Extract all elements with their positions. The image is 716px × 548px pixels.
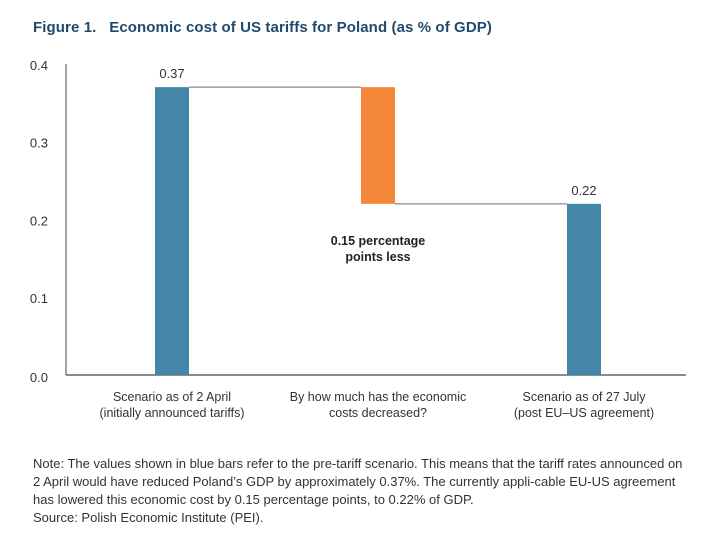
bar [361, 87, 395, 204]
x-category-label: Scenario as of 2 April [113, 390, 231, 404]
x-category-label: (initially announced tariffs) [100, 406, 245, 420]
figure-title: Figure 1. Economic cost of US tariffs fo… [33, 19, 492, 36]
difference-annotation: points less [345, 250, 410, 264]
bar [155, 87, 189, 375]
y-tick-label: 0.1 [30, 291, 48, 306]
y-tick-label: 0.2 [30, 213, 48, 228]
figure-source: Source: Polish Economic Institute (PEI). [33, 510, 264, 525]
bar-value-label: 0.22 [571, 183, 596, 198]
x-category-label: By how much has the economic [290, 390, 466, 404]
waterfall-chart: 0.0 0.1 0.2 0.3 0.4 0.37 0.22 Scenario as of 2 … [30, 58, 686, 420]
figure-note: Note: The values shown in blue bars refe… [33, 456, 683, 507]
y-tick-label: 0.4 [30, 58, 48, 73]
bar [567, 203, 601, 375]
y-tick-label: 0.0 [30, 370, 48, 385]
difference-annotation: 0.15 percentage [331, 234, 426, 248]
x-category-label: (post EU–US agreement) [514, 406, 654, 420]
x-category-label: Scenario as of 27 July [523, 390, 647, 404]
bar-value-label: 0.37 [159, 66, 184, 81]
x-category-label: costs decreased? [329, 406, 427, 420]
y-tick-label: 0.3 [30, 136, 48, 151]
